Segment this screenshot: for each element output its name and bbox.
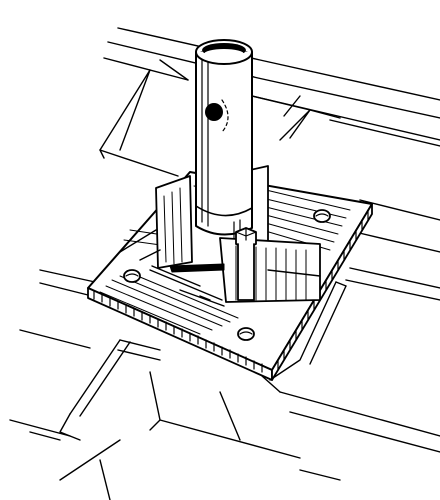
plate-detail-lines <box>119 229 321 307</box>
pipe-post <box>195 39 253 239</box>
hex-bolt <box>235 227 257 301</box>
pipe-bolt-hole <box>205 103 223 121</box>
anchor-bolt-front-left <box>123 269 141 283</box>
plate-edge-hatching <box>93 209 369 373</box>
anchor-bolt-front-right <box>237 327 255 341</box>
roof-shingles <box>9 27 440 500</box>
anchor-bolt-back-right <box>313 209 331 223</box>
